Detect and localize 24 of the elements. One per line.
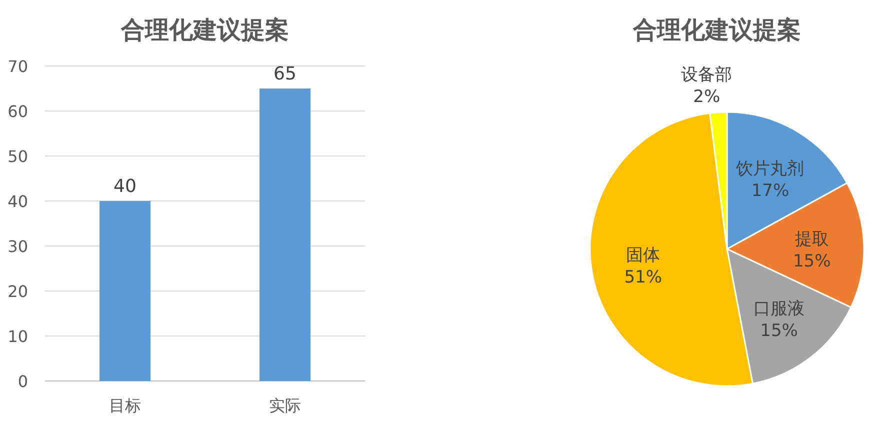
slice-label: 口服液 xyxy=(754,299,805,320)
y-tick-label: 70 xyxy=(8,57,28,76)
y-tick-label: 20 xyxy=(8,282,28,301)
chart-title: 合理化建议提案 xyxy=(632,16,801,44)
y-tick-label: 30 xyxy=(8,237,28,256)
data-label: 51% xyxy=(624,267,662,288)
data-label: 65 xyxy=(274,64,296,84)
data-label: 15% xyxy=(760,321,798,342)
y-tick-label: 40 xyxy=(8,192,28,211)
data-label: 40 xyxy=(114,176,136,197)
slice-label: 饮片丸剂 xyxy=(735,158,804,179)
data-label: 2% xyxy=(693,87,720,107)
slice-label: 提取 xyxy=(794,229,829,250)
data-label: 15% xyxy=(793,251,831,272)
chart-title: 合理化建议提案 xyxy=(120,16,289,44)
x-tick-label: 实际 xyxy=(269,396,301,415)
y-tick-label: 10 xyxy=(8,327,28,346)
x-tick-label: 目标 xyxy=(109,396,141,415)
slice-label: 设备部 xyxy=(681,65,732,85)
y-tick-label: 50 xyxy=(8,147,28,166)
y-tick-label: 0 xyxy=(18,372,28,391)
data-label: 17% xyxy=(751,180,790,201)
y-tick-label: 60 xyxy=(8,102,28,121)
slice-label: 固体 xyxy=(626,245,660,266)
